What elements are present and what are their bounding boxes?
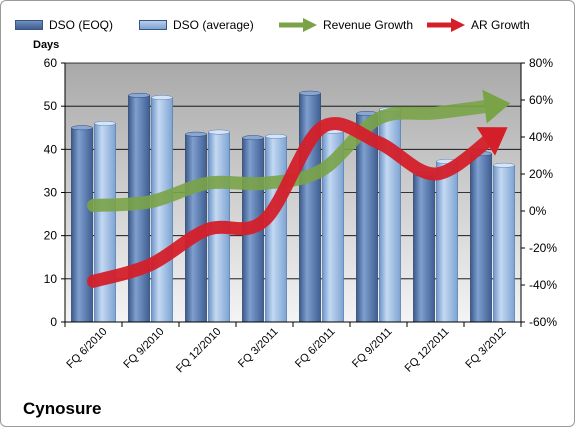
y2-tick-label: -40% <box>529 278 557 292</box>
y2-tick-label: 40% <box>529 130 553 144</box>
bar-dso-average <box>265 135 287 323</box>
bar-dso-average <box>436 161 458 323</box>
bar-dso-average <box>94 123 116 323</box>
y2-tick-label: -20% <box>529 241 557 255</box>
x-tick-label: FQ 6/2011 <box>293 326 338 371</box>
y-tick-label: 40 <box>44 142 58 156</box>
y2-tick-label: 20% <box>529 167 553 181</box>
bar-dso-eoq-cap <box>128 92 150 98</box>
y-tick-label: 20 <box>44 229 58 243</box>
bar-dso-eoq-cap <box>242 135 264 141</box>
x-tick-label: FQ 9/2010 <box>121 326 166 371</box>
x-tick-label: FQ 3/2011 <box>236 326 281 371</box>
bar-dso-average <box>493 164 515 323</box>
bar-dso-average-cap <box>493 162 515 168</box>
x-tick-label: FQ 9/2011 <box>350 326 395 371</box>
legend-item-dso-average: DSO (average) <box>139 15 254 35</box>
legend-item-ar-growth: AR Growth <box>425 15 530 35</box>
bar-dso-eoq <box>470 153 492 323</box>
bar-dso-average-cap <box>265 133 287 139</box>
y2-tick-label: 60% <box>529 93 553 107</box>
y-tick-label: 0 <box>50 315 57 329</box>
bar-dso-eoq-cap <box>299 90 321 96</box>
bar-dso-average-cap <box>208 129 230 135</box>
legend-label-dso-average: DSO (average) <box>173 18 254 32</box>
bar-dso-eoq-cap <box>185 131 207 137</box>
y-tick-label: 60 <box>44 56 58 70</box>
x-tick-label: FQ 12/2010 <box>174 326 224 376</box>
y-tick-label: 50 <box>44 99 58 113</box>
company-name: Cynosure <box>23 399 102 418</box>
y-tick-label: 10 <box>44 272 58 286</box>
y2-tick-label: 80% <box>529 56 553 70</box>
legend-swatch-dso-eoq <box>15 20 43 30</box>
legend-label-revenue-growth: Revenue Growth <box>323 18 414 32</box>
bar-dso-average-cap <box>94 120 116 126</box>
legend-arrow-revenue-icon <box>279 18 317 32</box>
x-tick-label: FQ 3/2012 <box>463 326 508 371</box>
legend-item-dso-eoq: DSO (EOQ) <box>15 15 113 35</box>
x-tick-label: FQ 6/2010 <box>64 326 109 371</box>
x-tick-label: FQ 12/2011 <box>403 326 452 375</box>
legend-arrow-ar-icon <box>427 18 465 32</box>
y2-tick-label: 0% <box>529 204 547 218</box>
revenue-growth-line-arrowhead <box>482 89 511 124</box>
ar-growth-line-arrowhead <box>476 127 508 156</box>
y-axis-title: Days <box>33 39 60 51</box>
y-tick-label: 30 <box>44 186 58 200</box>
bar-dso-eoq <box>71 127 93 323</box>
legend-swatch-dso-average <box>139 20 167 30</box>
ar-growth-line <box>87 117 499 288</box>
legend-label-ar-growth: AR Growth <box>471 18 530 32</box>
bar-dso-eoq-cap <box>71 125 93 131</box>
axes <box>61 62 525 327</box>
growth-lines <box>87 89 511 288</box>
y2-tick-label: -60% <box>529 315 557 329</box>
bar-dso-average-cap <box>151 95 173 100</box>
bar-dso-average <box>151 97 173 323</box>
legend-label-dso-eoq: DSO (EOQ) <box>49 18 114 32</box>
legend-item-revenue-growth: Revenue Growth <box>277 15 413 35</box>
bar-dso-eoq <box>413 173 435 323</box>
